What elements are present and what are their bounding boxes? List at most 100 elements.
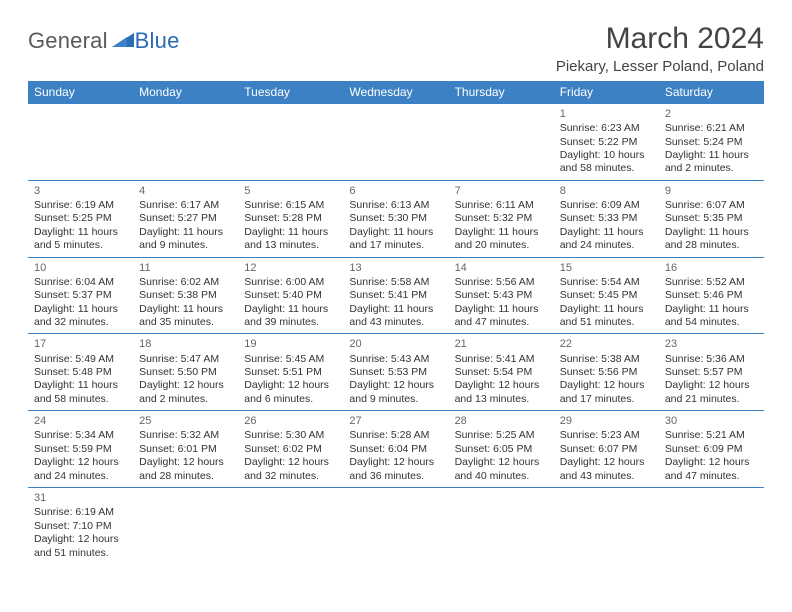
daylight-line: Daylight: 11 hours and 28 minutes. [665,226,758,253]
sunset-line: Sunset: 5:48 PM [34,366,127,379]
sunset-line: Sunset: 5:37 PM [34,289,127,302]
calendar-cell: 10Sunrise: 6:04 AMSunset: 5:37 PMDayligh… [28,257,133,334]
calendar-cell: 25Sunrise: 5:32 AMSunset: 6:01 PMDayligh… [133,411,238,488]
sunrise-line: Sunrise: 6:02 AM [139,276,232,289]
calendar-cell: 18Sunrise: 5:47 AMSunset: 5:50 PMDayligh… [133,334,238,411]
calendar-cell [28,104,133,180]
sunset-line: Sunset: 5:59 PM [34,443,127,456]
month-title: March 2024 [556,22,764,56]
day-number: 16 [665,261,758,275]
daylight-line: Daylight: 12 hours and 9 minutes. [349,379,442,406]
daylight-line: Daylight: 12 hours and 2 minutes. [139,379,232,406]
title-block: March 2024 Piekary, Lesser Poland, Polan… [556,22,764,75]
logo-triangle-icon [112,31,134,52]
calendar-cell: 28Sunrise: 5:25 AMSunset: 6:05 PMDayligh… [449,411,554,488]
sunset-line: Sunset: 5:30 PM [349,212,442,225]
sunrise-line: Sunrise: 5:41 AM [455,353,548,366]
day-number: 3 [34,184,127,198]
daylight-line: Daylight: 12 hours and 17 minutes. [560,379,653,406]
sunset-line: Sunset: 5:43 PM [455,289,548,302]
sunset-line: Sunset: 5:32 PM [455,212,548,225]
daylight-line: Daylight: 11 hours and 54 minutes. [665,303,758,330]
sunrise-line: Sunrise: 6:13 AM [349,199,442,212]
sunset-line: Sunset: 5:22 PM [560,136,653,149]
sunrise-line: Sunrise: 6:09 AM [560,199,653,212]
daylight-line: Daylight: 12 hours and 28 minutes. [139,456,232,483]
day-number: 25 [139,414,232,428]
daylight-line: Daylight: 11 hours and 5 minutes. [34,226,127,253]
sunrise-line: Sunrise: 6:19 AM [34,506,127,519]
day-number: 28 [455,414,548,428]
day-number: 30 [665,414,758,428]
calendar-cell [238,488,343,564]
calendar-cell [133,104,238,180]
sunrise-line: Sunrise: 5:52 AM [665,276,758,289]
calendar-cell: 19Sunrise: 5:45 AMSunset: 5:51 PMDayligh… [238,334,343,411]
calendar-cell: 5Sunrise: 6:15 AMSunset: 5:28 PMDaylight… [238,180,343,257]
day-number: 10 [34,261,127,275]
calendar-cell: 24Sunrise: 5:34 AMSunset: 5:59 PMDayligh… [28,411,133,488]
daylight-line: Daylight: 11 hours and 2 minutes. [665,149,758,176]
sunrise-line: Sunrise: 6:19 AM [34,199,127,212]
calendar-cell [554,488,659,564]
daylight-line: Daylight: 12 hours and 6 minutes. [244,379,337,406]
daylight-line: Daylight: 11 hours and 24 minutes. [560,226,653,253]
calendar-row: 3Sunrise: 6:19 AMSunset: 5:25 PMDaylight… [28,180,764,257]
daylight-line: Daylight: 11 hours and 58 minutes. [34,379,127,406]
day-number: 17 [34,337,127,351]
calendar-cell: 4Sunrise: 6:17 AMSunset: 5:27 PMDaylight… [133,180,238,257]
sunrise-line: Sunrise: 6:15 AM [244,199,337,212]
day-number: 5 [244,184,337,198]
day-header-row: Sunday Monday Tuesday Wednesday Thursday… [28,81,764,104]
daylight-line: Daylight: 11 hours and 20 minutes. [455,226,548,253]
calendar-cell [238,104,343,180]
sunrise-line: Sunrise: 5:32 AM [139,429,232,442]
day-header: Monday [133,81,238,104]
day-header: Tuesday [238,81,343,104]
sunset-line: Sunset: 6:02 PM [244,443,337,456]
calendar-cell: 27Sunrise: 5:28 AMSunset: 6:04 PMDayligh… [343,411,448,488]
calendar-cell: 17Sunrise: 5:49 AMSunset: 5:48 PMDayligh… [28,334,133,411]
calendar-cell: 21 Sunrise: 5:41 AMSunset: 5:54 PMDayligh… [449,334,554,411]
daylight-line: Daylight: 10 hours and 58 minutes. [560,149,653,176]
sunset-line: Sunset: 5:46 PM [665,289,758,302]
sunset-line: Sunset: 7:10 PM [34,520,127,533]
day-header: Saturday [659,81,764,104]
calendar-row: 17Sunrise: 5:49 AMSunset: 5:48 PMDayligh… [28,334,764,411]
calendar-cell: 14Sunrise: 5:56 AMSunset: 5:43 PMDayligh… [449,257,554,334]
sunrise-line: Sunrise: 5:45 AM [244,353,337,366]
calendar-cell: 23Sunrise: 5:36 AMSunset: 5:57 PMDayligh… [659,334,764,411]
sunrise-line: Sunrise: 5:58 AM [349,276,442,289]
calendar-cell: 9Sunrise: 6:07 AMSunset: 5:35 PMDaylight… [659,180,764,257]
sunrise-line: Sunrise: 6:11 AM [455,199,548,212]
daylight-line: Daylight: 12 hours and 13 minutes. [455,379,548,406]
daylight-line: Daylight: 12 hours and 47 minutes. [665,456,758,483]
day-header: Thursday [449,81,554,104]
sunrise-line: Sunrise: 5:28 AM [349,429,442,442]
daylight-line: Daylight: 12 hours and 32 minutes. [244,456,337,483]
location-subtitle: Piekary, Lesser Poland, Poland [556,58,764,75]
sunrise-line: Sunrise: 6:07 AM [665,199,758,212]
sunset-line: Sunset: 6:05 PM [455,443,548,456]
calendar-cell [449,104,554,180]
calendar-cell: 31Sunrise: 6:19 AMSunset: 7:10 PMDayligh… [28,488,133,564]
calendar-row: 1Sunrise: 6:23 AMSunset: 5:22 PMDaylight… [28,104,764,180]
day-number: 21 [455,337,548,351]
sunset-line: Sunset: 5:54 PM [455,366,548,379]
calendar-cell: 16Sunrise: 5:52 AMSunset: 5:46 PMDayligh… [659,257,764,334]
sunset-line: Sunset: 6:07 PM [560,443,653,456]
calendar-cell: 22Sunrise: 5:38 AMSunset: 5:56 PMDayligh… [554,334,659,411]
calendar-cell: 8Sunrise: 6:09 AMSunset: 5:33 PMDaylight… [554,180,659,257]
day-number: 22 [560,337,653,351]
sunset-line: Sunset: 5:57 PM [665,366,758,379]
day-header: Friday [554,81,659,104]
sunrise-line: Sunrise: 5:25 AM [455,429,548,442]
calendar-cell: 29Sunrise: 5:23 AMSunset: 6:07 PMDayligh… [554,411,659,488]
sunset-line: Sunset: 5:56 PM [560,366,653,379]
sunset-line: Sunset: 5:27 PM [139,212,232,225]
calendar-cell: 6Sunrise: 6:13 AMSunset: 5:30 PMDaylight… [343,180,448,257]
calendar-cell [659,488,764,564]
calendar-cell: 12Sunrise: 6:00 AMSunset: 5:40 PMDayligh… [238,257,343,334]
day-number: 26 [244,414,337,428]
day-number: 31 [34,491,127,505]
